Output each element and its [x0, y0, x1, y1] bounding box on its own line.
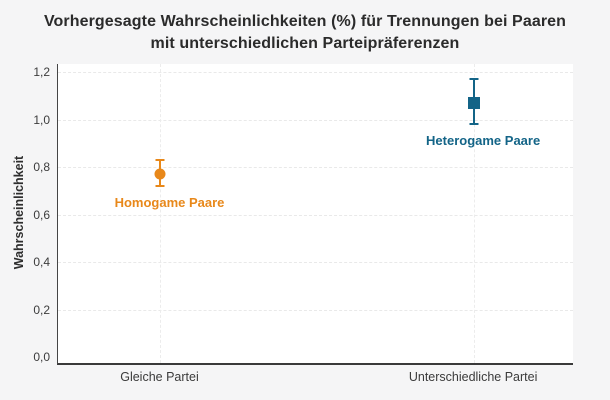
chart-title-line1: Vorhergesagte Wahrscheinlichkeiten (%) f…	[43, 13, 567, 30]
gridline-horizontal	[58, 262, 573, 263]
error-bar-cap-bottom	[469, 123, 479, 126]
gridline-horizontal	[58, 72, 573, 73]
error-bar-cap-bottom	[155, 185, 165, 187]
data-point-marker-square	[468, 96, 481, 109]
gridline-horizontal	[58, 214, 573, 216]
error-bar-cap-top	[469, 78, 479, 81]
y-tick-label: 0,0	[33, 350, 50, 364]
y-tick-label: 0,2	[33, 302, 50, 317]
y-tick-label: 0,6	[33, 207, 50, 222]
y-tick-label: 1,2	[33, 65, 50, 79]
series-label: Heterogame Paare	[426, 133, 541, 149]
gridline-horizontal	[58, 119, 573, 121]
chart-title: Vorhergesagte Wahrscheinlichkeiten (%) f…	[0, 11, 610, 55]
chart-title-line2: mit unterschiedlichen Parteipräferenzen	[150, 35, 460, 52]
gridline-horizontal	[58, 167, 573, 168]
error-bar-cap-top	[155, 158, 165, 161]
x-tick-label: Gleiche Partei	[120, 370, 199, 384]
y-tick-label: 0,4	[33, 255, 50, 269]
x-tick-label: Unterschiedliche Partei	[408, 370, 538, 384]
y-tick-label: 1,0	[33, 112, 50, 127]
data-point-marker-circle	[154, 168, 166, 180]
y-tick-label: 0,8	[33, 160, 50, 174]
gridline-vertical	[160, 64, 162, 363]
plot-area: Homogame Paare Heterogame Paare	[57, 64, 573, 365]
series-label: Homogame Paare	[114, 195, 225, 210]
gridline-horizontal	[58, 309, 573, 311]
gridline-vertical	[474, 64, 476, 363]
